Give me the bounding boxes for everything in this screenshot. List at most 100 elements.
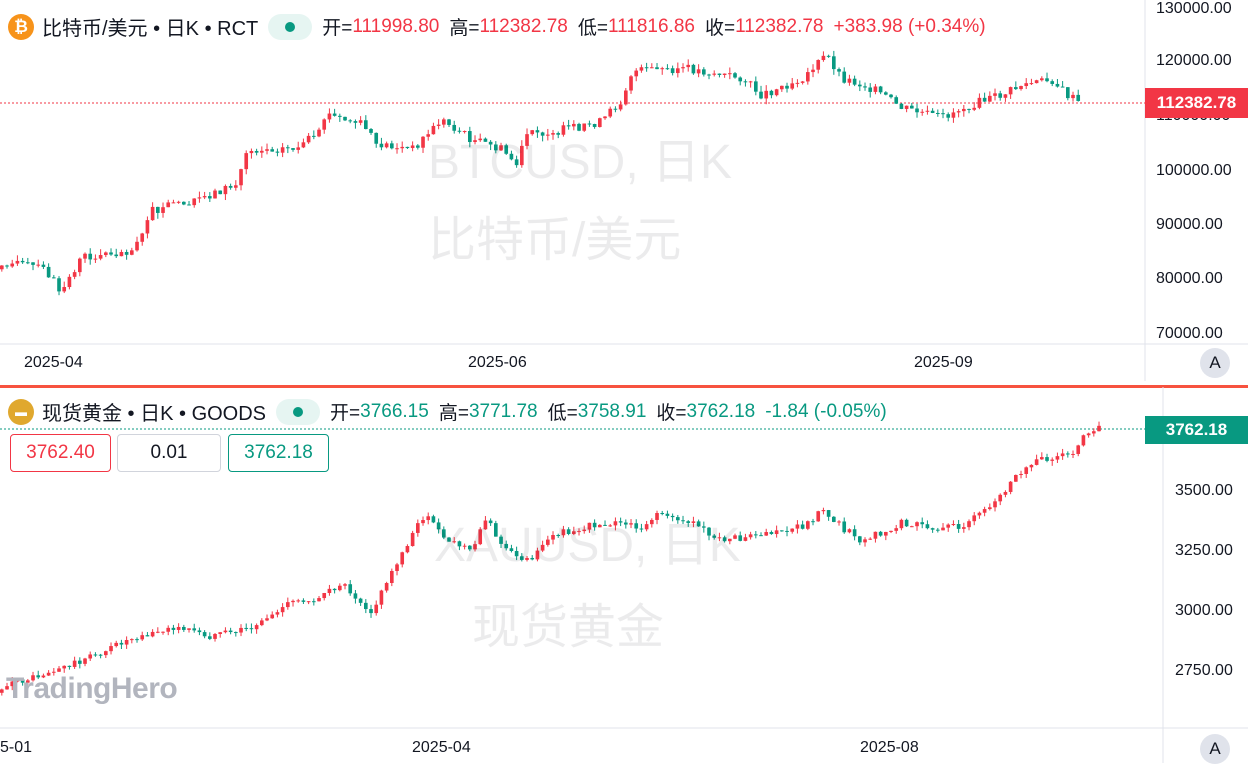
candle-body [488,141,493,145]
btc-auto-scale-button[interactable]: A [1200,348,1230,378]
candle-body [156,631,160,633]
btc-close-value: 112382.78 [735,15,824,37]
candle-body [88,253,93,260]
candle-body [967,108,971,110]
candle-body [265,149,269,151]
candle-body [608,525,613,527]
candle-body [291,600,295,603]
candle-body [982,509,987,513]
candle-body [1029,464,1034,468]
candle-body [343,116,347,121]
candle-body [624,522,628,525]
candle-body [634,70,639,77]
candle-body [842,521,847,533]
candle-body [150,206,155,221]
candle-body [837,69,841,72]
candle-body [1092,431,1096,434]
candle-body [556,534,561,536]
candle-body [618,521,623,523]
btc-candlestick-chart[interactable] [0,0,1248,381]
btc-chart-pane[interactable]: BTCUSD, 日K 比特币/美元 ₿ 比特币/美元 • 日K • RCT 开=… [0,0,1248,381]
gold-chart-pane[interactable]: XAUUSD, 日K 现货黄金 [0,387,1248,763]
gold-candlestick-chart[interactable] [0,387,1248,763]
candle-body [499,536,503,544]
candle-body [296,147,301,150]
candle-body [540,544,545,551]
candle-body [1024,83,1029,87]
candle-body [764,90,769,99]
candle-body [41,264,46,267]
sell-price-button[interactable]: 3762.40 [10,434,111,472]
candle-body [405,146,410,149]
candle-body [1040,457,1044,460]
candle-body [67,665,72,667]
candle-body [52,671,56,673]
candle-body [603,116,607,119]
candle-body [197,197,202,199]
candle-body [972,515,977,522]
candle-body [889,530,893,532]
candle-body [1034,459,1039,465]
candle-body [577,123,581,131]
candle-body [582,529,587,532]
gold-auto-scale-button[interactable]: A [1200,734,1230,764]
gold-symbol-title[interactable]: 现货黄金 • 日K • GOODS [42,403,267,425]
candle-body [644,67,649,69]
candle-body [306,135,311,143]
candle-body [10,681,15,687]
candle-body [1008,481,1013,492]
candle-body [530,130,535,135]
candle-body [930,528,935,530]
candle-body [639,67,644,71]
candle-body [920,522,925,525]
pane-divider[interactable] [0,385,1248,388]
candle-body [936,529,940,531]
gold-low-value: 3758.91 [577,400,647,422]
btc-open-value: 111998.80 [352,15,440,37]
candle-body [967,521,971,528]
candle-body [686,521,691,523]
candle-body [20,679,25,683]
candle-body [551,534,555,540]
candle-body [624,90,628,105]
candle-body [1019,473,1023,475]
candle-body [878,531,883,536]
candle-body [660,68,665,70]
candle-body [5,265,9,267]
btc-symbol-title[interactable]: 比特币/美元 • 日K • RCT [42,18,259,40]
candle-body [405,546,410,553]
candle-body [197,630,202,633]
candle-body [208,196,212,199]
candle-body [416,523,420,533]
candle-body [572,123,576,127]
candle-body [431,125,436,135]
candle-body [213,634,217,639]
gold-bars-icon: ▬ [8,398,34,425]
candle-body [852,78,857,85]
candle-body [119,642,124,645]
candle-body [1050,81,1055,84]
candle-body [145,635,150,637]
candle-body [400,146,405,149]
candle-body [1019,86,1023,90]
visibility-toggle-icon[interactable] [268,13,313,40]
candle-body [26,680,30,683]
candle-body [644,524,649,530]
candle-body [343,584,347,586]
visibility-toggle-icon[interactable] [276,398,321,425]
candle-body [728,538,732,542]
candle-body [894,97,899,104]
candle-body [1081,435,1086,446]
buy-price-button[interactable]: 3762.18 [228,434,329,472]
candle-body [83,658,87,664]
candle-body [899,103,904,109]
candle-body [208,636,212,639]
candle-body [754,534,758,536]
candle-body [358,598,363,603]
candle-body [884,531,888,536]
candle-body [676,517,680,521]
candle-body [46,266,51,278]
candle-body [733,535,737,539]
candle-body [748,534,753,538]
btc-y-tick: 130000.00 [1156,0,1232,17]
